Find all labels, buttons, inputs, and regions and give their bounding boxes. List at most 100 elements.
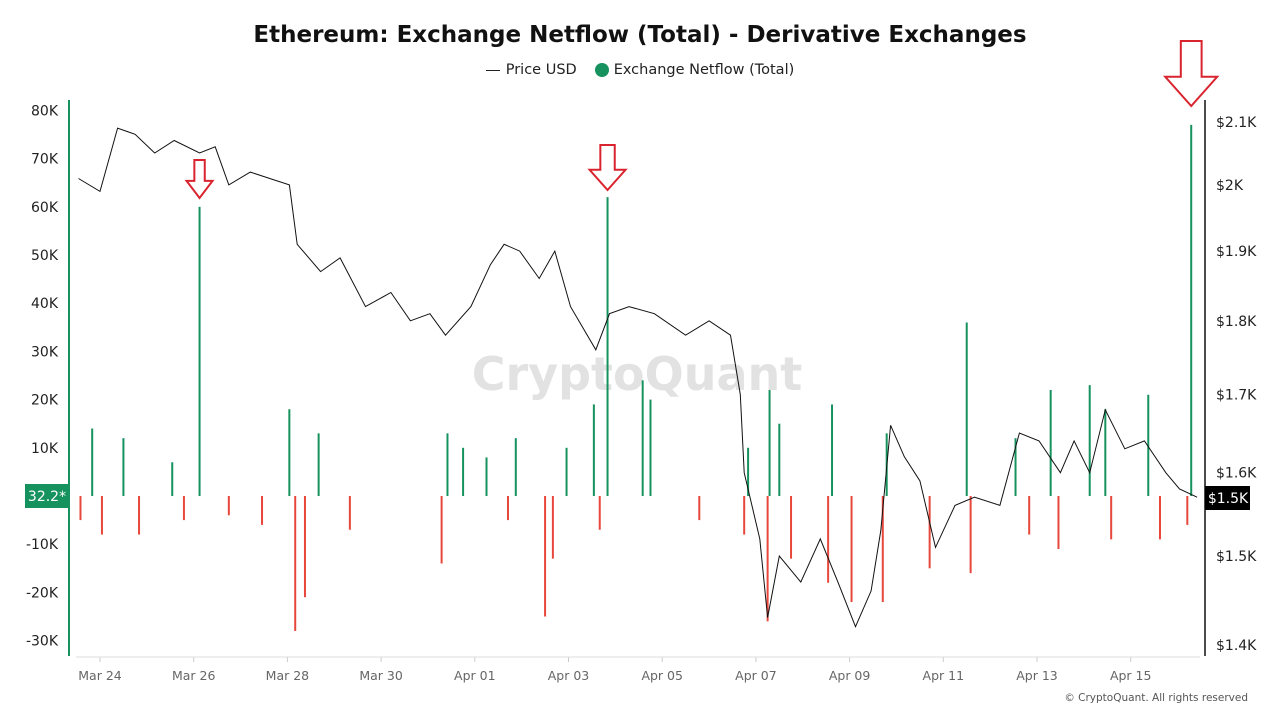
netflow-bar (462, 447, 465, 496)
netflow-bar (1057, 496, 1060, 550)
netflow-bar (831, 404, 834, 496)
netflow-bar (1049, 389, 1052, 496)
netflow-bar (227, 496, 230, 516)
x-tick-label: Apr 09 (829, 668, 871, 683)
netflow-bar (261, 496, 264, 525)
netflow-bar (303, 496, 306, 598)
netflow-bar (551, 496, 554, 559)
netflow-bar (592, 404, 595, 496)
netflow-bar (1147, 394, 1150, 496)
legend-price[interactable]: Price USD (505, 62, 577, 78)
netflow-bar (544, 496, 547, 617)
netflow-bar (100, 496, 103, 535)
netflow-bar (747, 447, 750, 496)
y-right-tick-label: $1.6K (1216, 466, 1257, 482)
netflow-bar (122, 438, 125, 496)
current-price-badge (1205, 486, 1250, 510)
netflow-bar (294, 496, 297, 631)
y-right-tick-label: $1.9K (1216, 244, 1257, 260)
y-left-tick-label: 60K (31, 200, 59, 216)
netflow-bar (91, 428, 94, 496)
x-tick-label: Apr 07 (735, 668, 777, 683)
x-tick-label: Apr 11 (923, 668, 965, 683)
x-tick-label: Mar 24 (78, 668, 122, 683)
legend-line-swatch (485, 69, 500, 71)
legend: Price USD Exchange Netflow (Total) (0, 62, 1280, 78)
y-right-tick-label: $2.1K (1216, 115, 1257, 131)
y-left-tick-label: 40K (31, 296, 59, 312)
down-arrow-icon (184, 159, 215, 200)
y-left-tick-label: -10K (26, 537, 59, 553)
x-tick-label: Mar 28 (266, 668, 310, 683)
y-left-tick-label: 10K (31, 441, 59, 457)
y-left-tick-label: 20K (31, 393, 59, 409)
current-price-label: $1.5K (1208, 491, 1249, 507)
x-tick-label: Apr 05 (641, 668, 683, 683)
netflow-bar (1110, 496, 1113, 540)
netflow-bar (766, 496, 769, 622)
down-arrow-icon (587, 144, 628, 192)
x-tick-label: Apr 13 (1016, 668, 1058, 683)
chart-title: Ethereum: Exchange Netflow (Total) - Der… (253, 22, 1027, 48)
netflow-bar (743, 496, 746, 535)
netflow-bar (598, 496, 601, 530)
netflow-bar (182, 496, 185, 521)
netflow-bar (198, 206, 201, 497)
y-left-tick-label: 80K (31, 103, 59, 119)
netflow-bar (317, 433, 320, 496)
netflow-bar (928, 496, 931, 569)
netflow-bar (768, 389, 771, 496)
y-right-tick-label: $1.8K (1216, 314, 1257, 330)
netflow-bar (698, 496, 701, 521)
netflow-bar (1190, 124, 1193, 497)
y-right-tick-label: $1.5K (1216, 549, 1257, 565)
netflow-bar (348, 496, 351, 530)
y-right-tick-label: $2K (1216, 178, 1244, 194)
legend-dot-swatch (594, 63, 609, 77)
netflow-bar (606, 197, 609, 496)
watermark: CryptoQuant (472, 347, 803, 401)
y-right-tick-label: $1.7K (1216, 388, 1257, 404)
netflow-bar (171, 462, 174, 496)
netflow-bar (965, 322, 968, 496)
netflow-bar (827, 496, 830, 583)
netflow-bar (1028, 496, 1031, 535)
netflow-bar (1104, 409, 1107, 496)
netflow-bar (881, 496, 884, 603)
down-arrow-icon (1162, 40, 1220, 108)
netflow-bar (1158, 496, 1161, 540)
y-left-tick-label: 70K (31, 152, 59, 168)
y-left-tick-label: 30K (31, 344, 59, 360)
x-tick-label: Mar 30 (359, 668, 403, 683)
netflow-bar (790, 496, 793, 559)
price-line (78, 127, 1198, 629)
netflow-bar (565, 447, 568, 496)
y-left-tick-label: -20K (26, 585, 59, 601)
netflow-bar (969, 496, 972, 574)
y-right-tick-label: $1.4K (1216, 638, 1257, 654)
copyright: © CryptoQuant. All rights reserved (1064, 692, 1248, 704)
x-tick-label: Apr 15 (1110, 668, 1152, 683)
netflow-bar (1088, 385, 1091, 496)
x-tick-label: Apr 03 (548, 668, 590, 683)
netflow-bar (288, 409, 291, 496)
y-left-tick-label: -30K (26, 634, 59, 650)
netflow-bar (649, 399, 652, 496)
netflow-bar (446, 433, 449, 496)
netflow-bar (1014, 438, 1017, 496)
current-netflow-label: 32.2* (28, 489, 66, 505)
netflow-bar (1186, 496, 1189, 525)
netflow-bar (850, 496, 853, 603)
x-tick-label: Apr 01 (454, 668, 496, 683)
netflow-bar (79, 496, 82, 521)
current-netflow-badge (25, 484, 69, 508)
netflow-bar (485, 457, 488, 496)
netflow-bar (778, 423, 781, 496)
netflow-bar (514, 438, 517, 496)
netflow-bar (641, 380, 644, 496)
x-tick-label: Mar 26 (172, 668, 216, 683)
legend-netflow[interactable]: Exchange Netflow (Total) (613, 62, 795, 78)
netflow-bar (506, 496, 509, 521)
netflow-bar (138, 496, 141, 535)
